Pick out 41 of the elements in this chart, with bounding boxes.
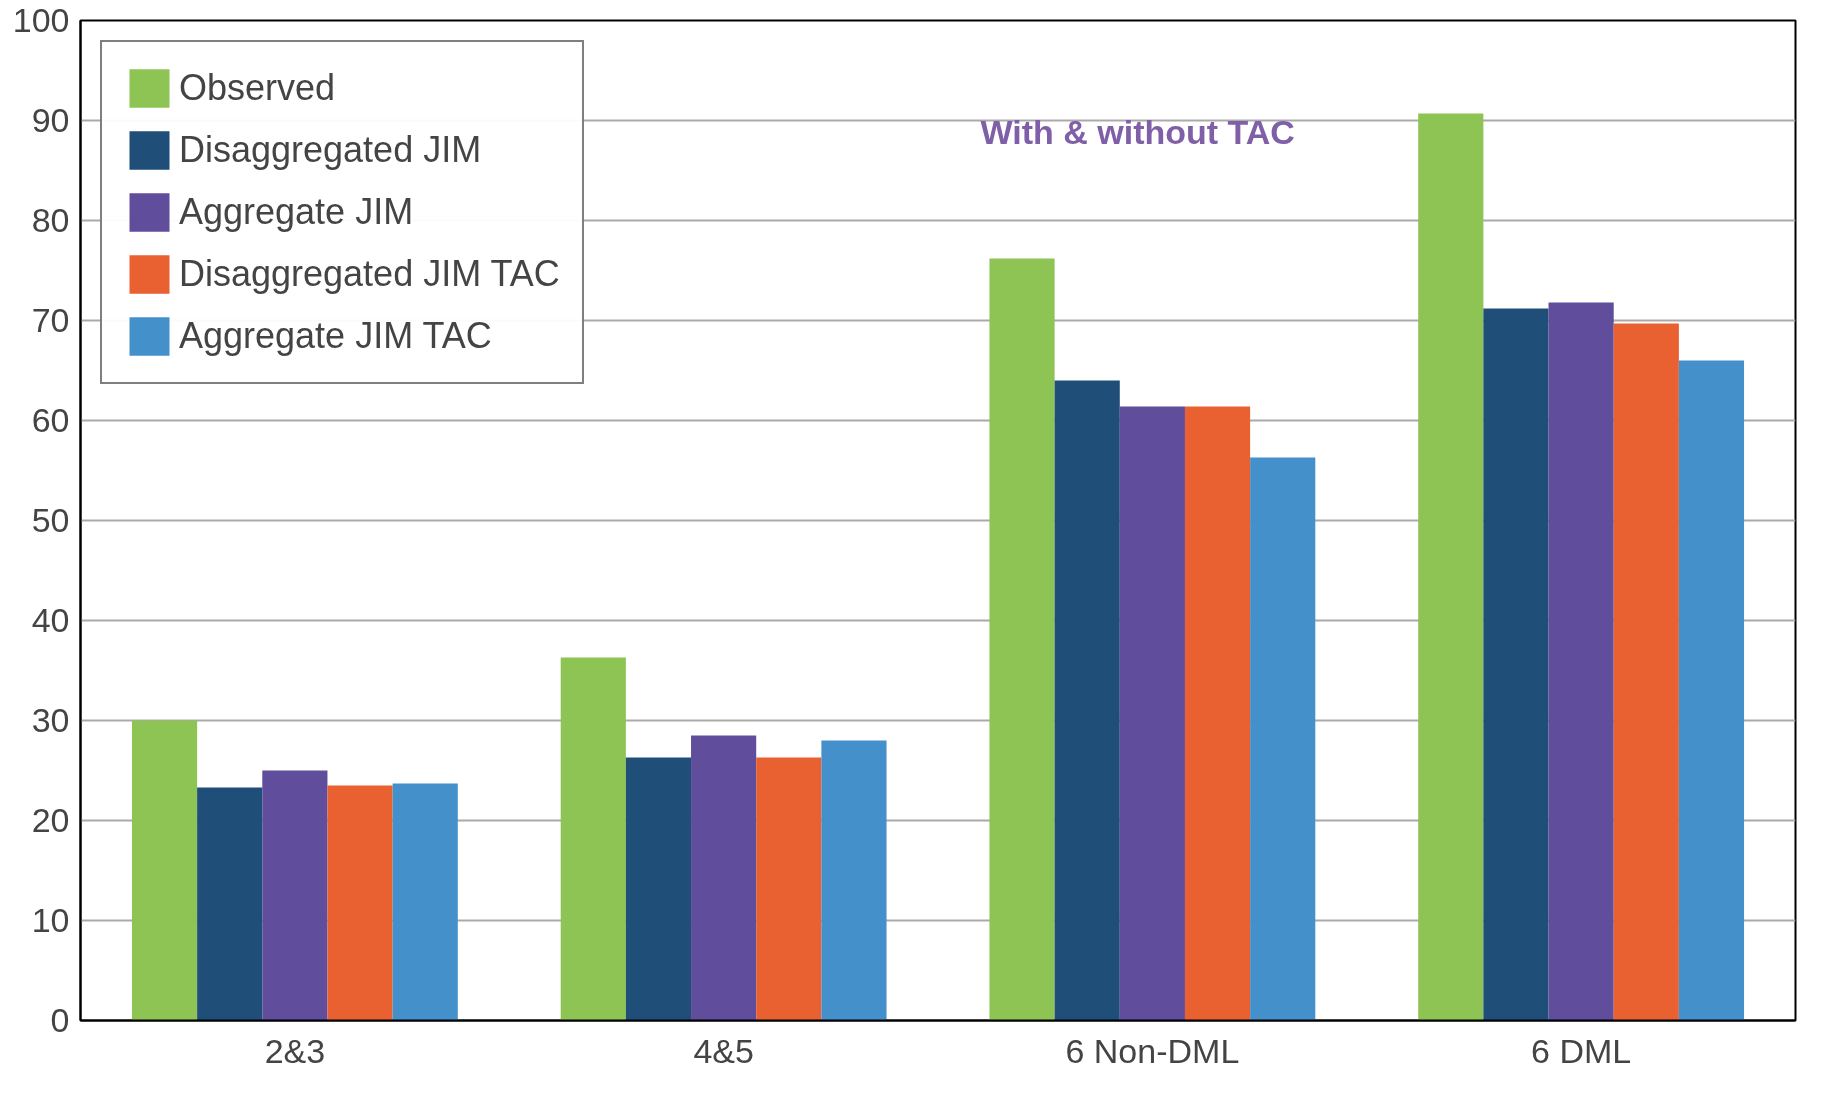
bar [197, 787, 263, 1021]
bar [327, 785, 393, 1021]
bar [392, 783, 458, 1021]
bar [1548, 302, 1614, 1021]
y-tick-label: 30 [31, 701, 70, 739]
x-tick-label: 2&3 [264, 1031, 326, 1070]
legend-label: Disaggregated JIM TAC [179, 253, 560, 295]
y-tick-label: 40 [31, 601, 70, 639]
bar [1184, 406, 1251, 1021]
bar [1054, 380, 1120, 1021]
legend-label: Aggregate JIM TAC [179, 315, 492, 357]
bar [1119, 406, 1185, 1021]
bar [1613, 323, 1679, 1021]
bar [131, 720, 198, 1021]
bar [1678, 360, 1745, 1021]
bar [1418, 113, 1484, 1021]
annotation: With & without TAC [980, 112, 1295, 151]
x-tick-label: 6 Non-DML [1065, 1031, 1240, 1070]
bar [625, 757, 692, 1021]
bar [691, 735, 757, 1021]
bar [1250, 457, 1316, 1021]
y-tick-label: 70 [31, 301, 70, 339]
bar [756, 757, 822, 1021]
bar [1483, 308, 1549, 1021]
x-tick-label: 4&5 [693, 1031, 754, 1070]
y-tick-label: 100 [12, 1, 70, 39]
y-tick-label: 20 [31, 801, 70, 839]
legend-label: Disaggregated JIM [179, 129, 482, 171]
y-tick-label: 0 [50, 1001, 70, 1039]
x-tick-label: 6 DML [1531, 1031, 1632, 1070]
y-tick-label: 10 [31, 901, 70, 939]
bar [560, 657, 626, 1021]
y-tick-label: 90 [31, 101, 70, 139]
bar [989, 258, 1055, 1021]
bar [262, 770, 328, 1021]
legend-label: Observed [179, 67, 336, 109]
y-tick-label: 80 [31, 201, 70, 239]
legend-label: Aggregate JIM [179, 191, 414, 233]
y-tick-label: 50 [31, 501, 70, 539]
y-tick-label: 60 [31, 401, 70, 439]
bar [821, 740, 887, 1021]
